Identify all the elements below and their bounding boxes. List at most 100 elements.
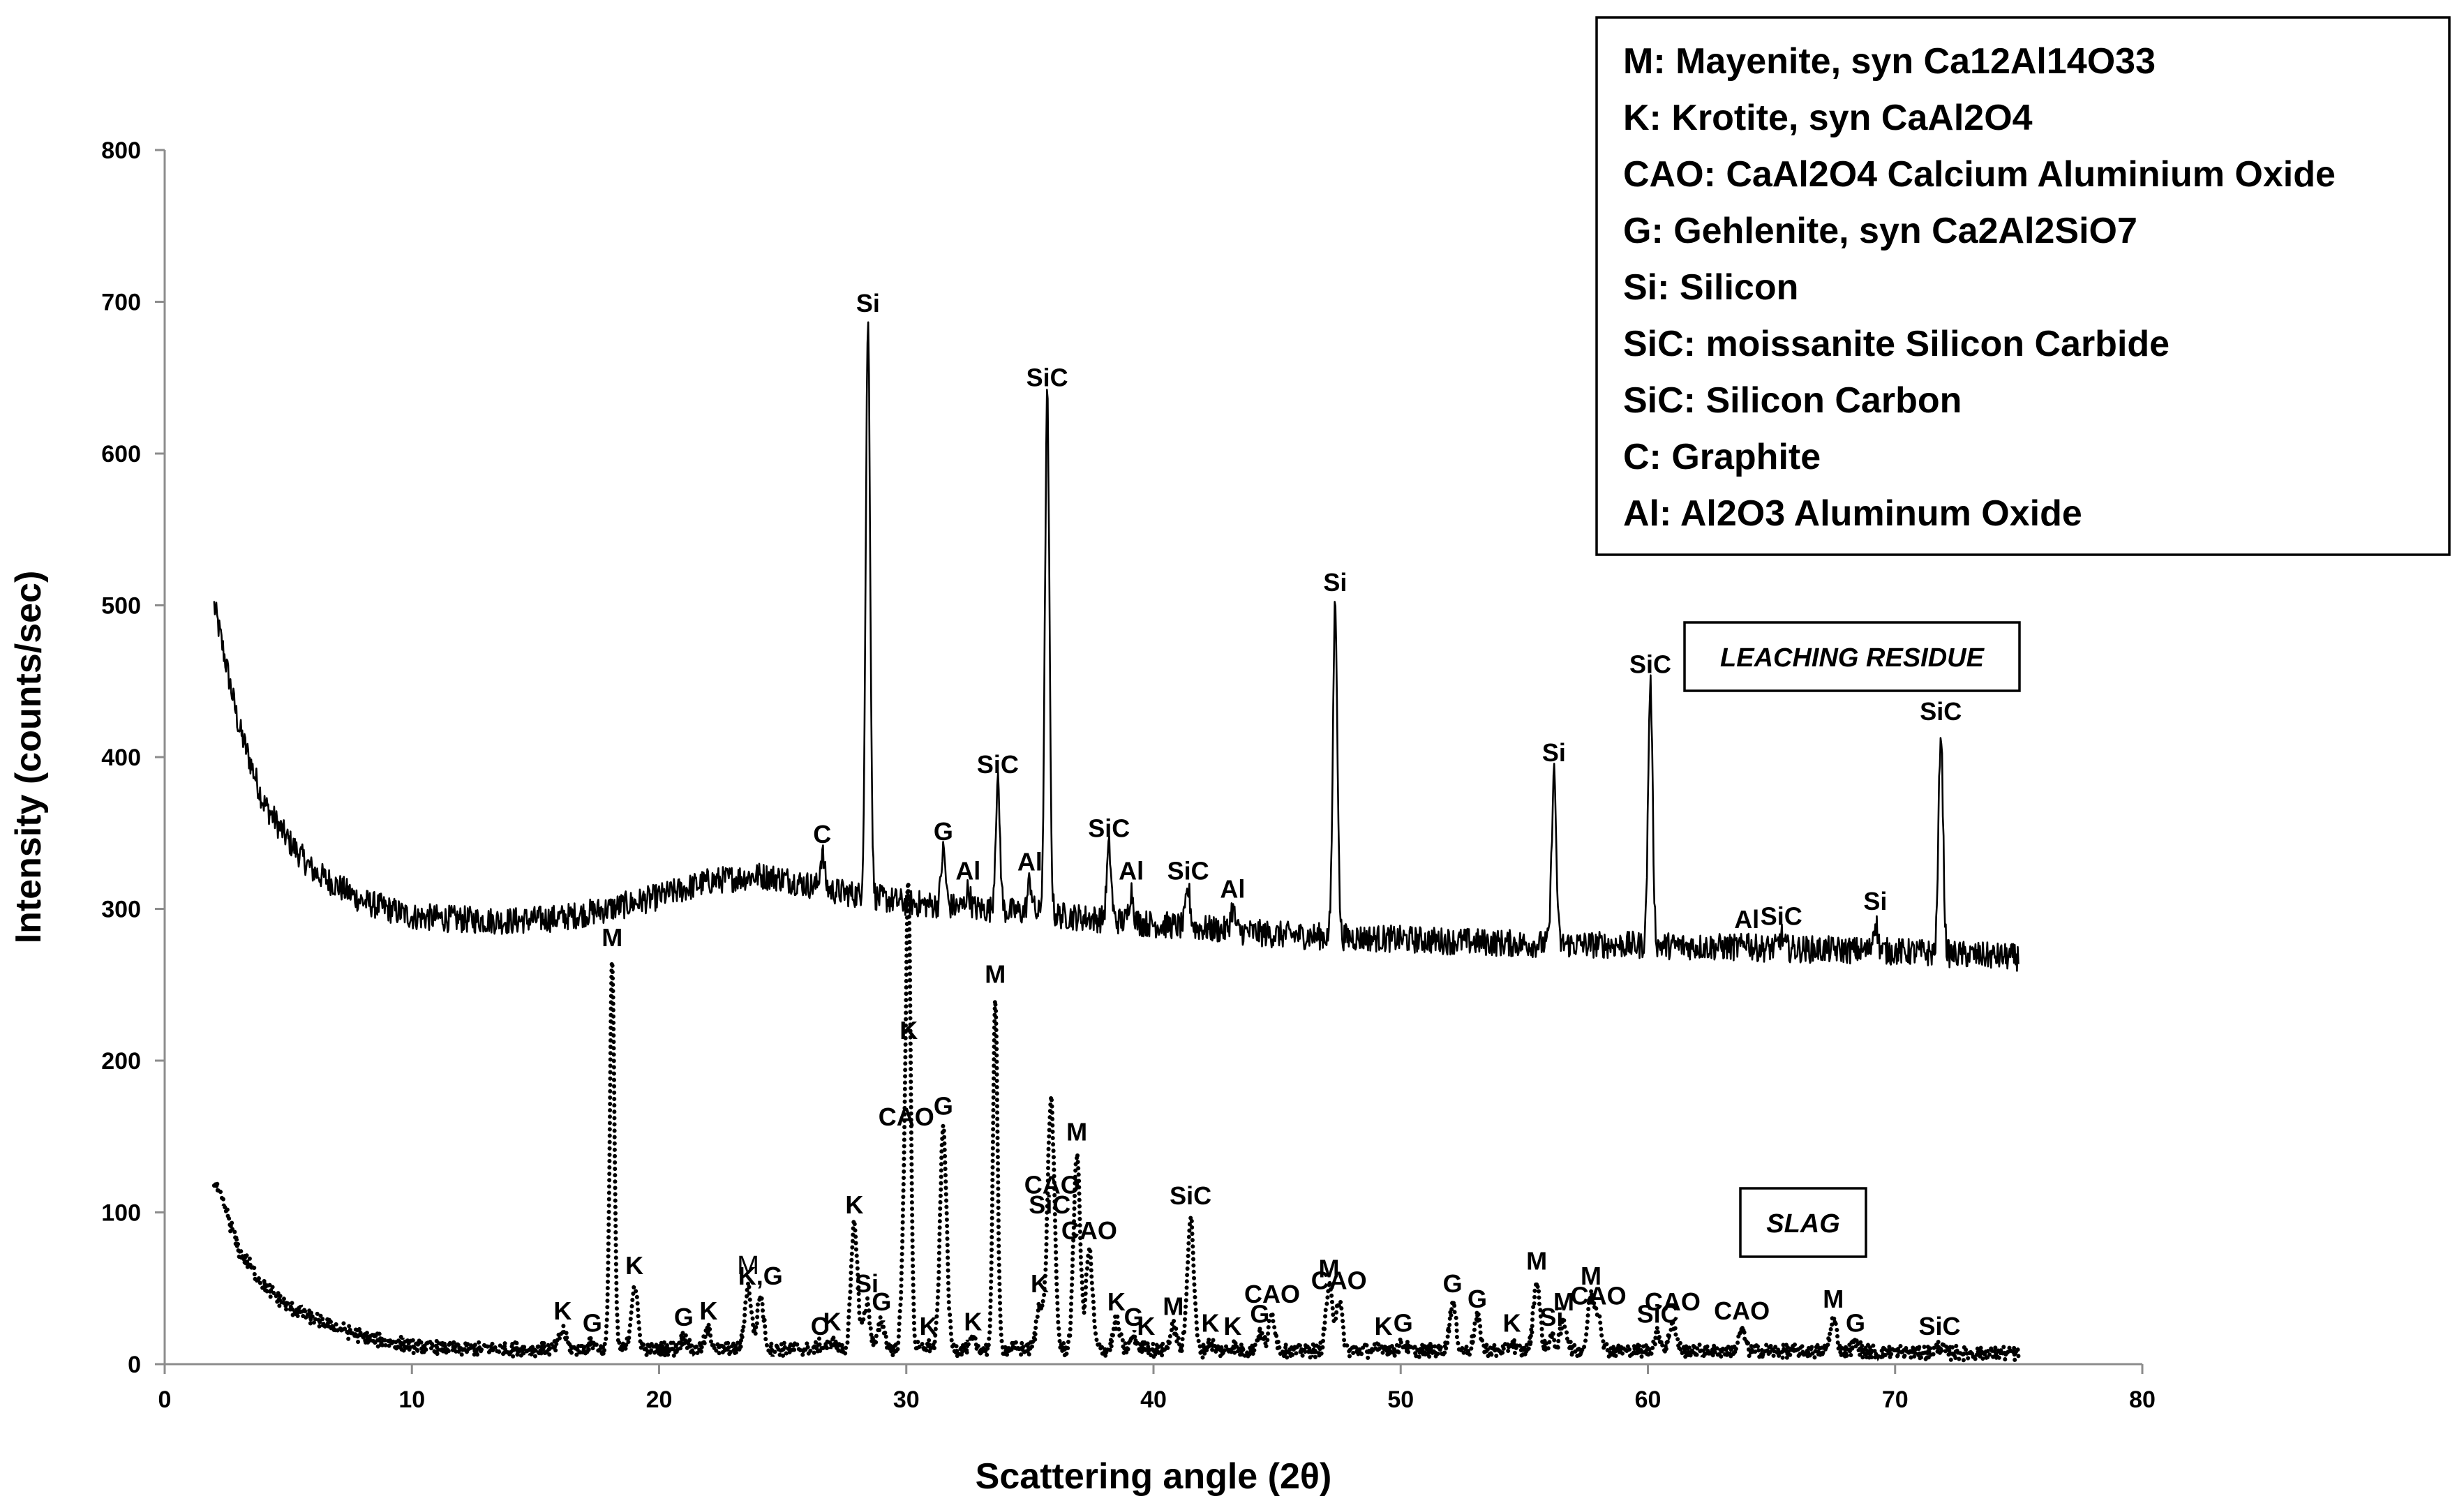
y-tick-label: 0 bbox=[128, 1352, 141, 1378]
legend-entry: Al: Al2O3 Aluminum Oxide bbox=[1623, 493, 2082, 534]
y-tick-label: 100 bbox=[101, 1200, 141, 1227]
peak-label: SiC bbox=[1026, 364, 1068, 392]
y-tick-label: 800 bbox=[101, 137, 141, 164]
peak-label: G bbox=[1124, 1303, 1144, 1331]
peak-label: CAO bbox=[1311, 1266, 1367, 1295]
peak-label: CAO bbox=[1024, 1171, 1080, 1199]
peak-label: SiC bbox=[1629, 650, 1671, 679]
peak-label: SiC bbox=[1029, 1190, 1070, 1219]
x-axis-title: Scattering angle (2θ) bbox=[976, 1456, 1332, 1497]
peak-label: K bbox=[1031, 1269, 1049, 1298]
peak-label: K bbox=[625, 1251, 643, 1280]
series-tag-slag-box bbox=[1739, 1187, 1867, 1258]
legend-entry: M: Mayenite, syn Ca12Al14O33 bbox=[1623, 41, 2156, 82]
peak-label: CAO bbox=[1714, 1296, 1770, 1325]
peak-label: SiC bbox=[977, 750, 1019, 779]
peak-label: G bbox=[1468, 1285, 1487, 1313]
peak-label: K bbox=[899, 1016, 918, 1045]
y-tick-label: 200 bbox=[101, 1048, 141, 1075]
peak-label: M bbox=[1581, 1262, 1601, 1290]
x-tick-label: 20 bbox=[646, 1386, 673, 1413]
series-tag-slag-text: SLAG bbox=[1766, 1209, 1840, 1239]
y-axis-title: Intensity (counts/sec) bbox=[8, 571, 49, 944]
legend-entry: C: Graphite bbox=[1623, 437, 1821, 477]
legend-entry: G: Gehlenite, syn Ca2Al2SiO7 bbox=[1623, 211, 2137, 251]
y-tick-label: 300 bbox=[101, 897, 141, 923]
peak-label: G bbox=[583, 1309, 602, 1338]
legend: M: Mayenite, syn Ca12Al14O33 K: Krotite,… bbox=[1595, 16, 2451, 556]
peak-label: C bbox=[811, 1312, 829, 1340]
peak-label: CAO bbox=[1061, 1216, 1117, 1245]
peak-label: G bbox=[1394, 1309, 1413, 1338]
peak-label: Al bbox=[1734, 905, 1759, 934]
peak-label: G bbox=[1443, 1269, 1463, 1298]
peak-label: SiC bbox=[1761, 902, 1802, 931]
peak-label: G bbox=[872, 1287, 891, 1316]
y-tick-label: 400 bbox=[101, 745, 141, 771]
peak-label: Si bbox=[1323, 568, 1347, 597]
x-tick-label: 80 bbox=[2129, 1386, 2156, 1413]
peak-label: SiC bbox=[1167, 856, 1209, 885]
peak-label: Si bbox=[856, 289, 880, 317]
series-tag-leaching: LEACHING RESIDUE bbox=[1683, 621, 2021, 692]
y-tick-label: 500 bbox=[101, 593, 141, 620]
peak-label: K,G bbox=[738, 1262, 783, 1290]
peak-label: Si bbox=[1863, 887, 1887, 915]
series-tag-slag: SLAG bbox=[1739, 1187, 1867, 1258]
peak-label: SiC bbox=[1088, 814, 1130, 843]
legend-entry: K: Krotite, syn CaAl2O4 bbox=[1623, 98, 2033, 138]
legend-box bbox=[1595, 16, 2451, 556]
peak-label: M bbox=[1526, 1246, 1547, 1275]
x-tick-label: 60 bbox=[1635, 1386, 1662, 1413]
peak-label: Al bbox=[1220, 875, 1245, 904]
peak-label: M bbox=[1163, 1292, 1184, 1321]
peak-label: M bbox=[1319, 1254, 1340, 1283]
peak-label: M bbox=[602, 923, 622, 952]
legend-entry: Si: Silicon bbox=[1623, 267, 1798, 308]
peak-label: M bbox=[737, 1251, 759, 1280]
peak-label: M bbox=[1823, 1285, 1844, 1313]
peak-label: K bbox=[1137, 1312, 1155, 1340]
peak-label: M bbox=[1066, 1118, 1087, 1146]
peak-label: G bbox=[934, 1092, 953, 1121]
peak-label: G bbox=[674, 1303, 694, 1331]
peak-label: CAO bbox=[879, 1102, 934, 1131]
peak-label: SiC bbox=[1920, 697, 1962, 726]
peak-label: K bbox=[1503, 1309, 1521, 1338]
x-tick-label: 70 bbox=[1882, 1386, 1909, 1413]
peak-label: G bbox=[1846, 1309, 1865, 1338]
peak-label: G bbox=[1250, 1300, 1269, 1329]
series-tag-leaching-text: LEACHING RESIDUE bbox=[1720, 643, 1985, 673]
x-tick-label: 10 bbox=[398, 1386, 425, 1413]
peak-label: K bbox=[1201, 1309, 1219, 1338]
y-tick-label: 600 bbox=[101, 441, 141, 468]
legend-entry: SiC: Silicon Carbon bbox=[1623, 380, 1962, 421]
peak-label: K bbox=[920, 1312, 938, 1340]
x-tick-label: 40 bbox=[1140, 1386, 1167, 1413]
legend-entry: CAO: CaAl2O4 Calcium Aluminium Oxide bbox=[1623, 154, 2336, 195]
legend-entry: SiC: moissanite Silicon Carbide bbox=[1623, 324, 2170, 364]
peak-label: K bbox=[964, 1307, 982, 1336]
peak-label: CAO bbox=[1244, 1280, 1300, 1308]
peak-label: C bbox=[813, 820, 831, 849]
peak-label: CAO bbox=[1571, 1281, 1627, 1310]
peak-label: SiC bbox=[1170, 1181, 1211, 1210]
series-line-leaching-residue bbox=[213, 321, 2019, 972]
peak-label: Al bbox=[955, 856, 980, 885]
peak-label: Si bbox=[1542, 738, 1566, 767]
peak-label: CAO bbox=[1645, 1287, 1701, 1316]
series-tag-leaching-box bbox=[1683, 621, 2021, 692]
peak-label: Si bbox=[855, 1269, 879, 1298]
peak-label: K bbox=[823, 1307, 841, 1336]
series-line-slag bbox=[211, 881, 2021, 1366]
peak-label: M bbox=[985, 959, 1006, 988]
x-tick-label: 50 bbox=[1387, 1386, 1414, 1413]
peak-label: SiC bbox=[1637, 1300, 1679, 1329]
peak-label: K bbox=[1107, 1287, 1126, 1316]
x-tick-label: 0 bbox=[158, 1386, 172, 1413]
peak-label: SiC bbox=[1919, 1312, 1961, 1340]
peak-label: Al bbox=[1119, 856, 1144, 885]
x-ticks: 0 10 20 30 40 50 60 70 80 bbox=[158, 1364, 2156, 1413]
